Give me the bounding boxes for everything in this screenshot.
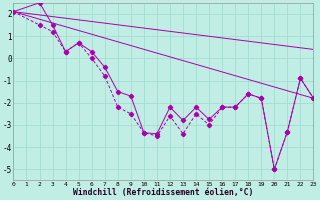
X-axis label: Windchill (Refroidissement éolien,°C): Windchill (Refroidissement éolien,°C) [73, 188, 254, 197]
